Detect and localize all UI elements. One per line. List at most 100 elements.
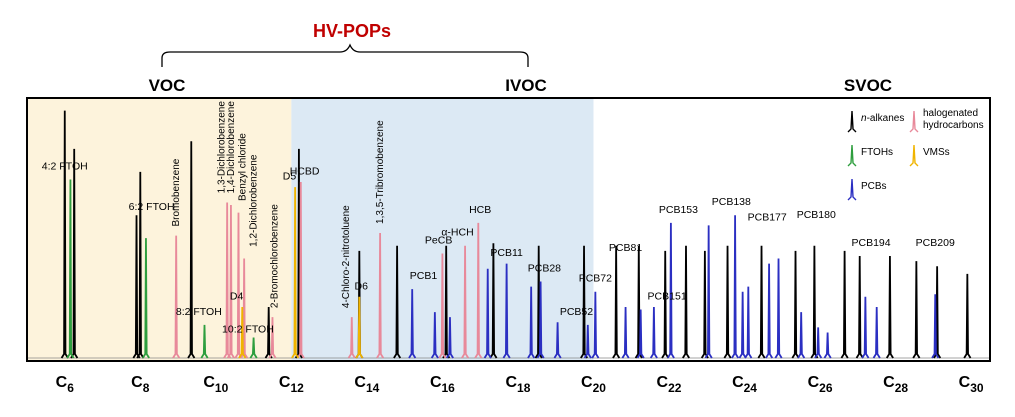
peak-halogenated [268,317,277,359]
peak-ftoh [141,238,150,359]
peak-label: PeCB [425,234,452,246]
peak-label: HCB [469,204,491,216]
peak-pcb [931,294,940,359]
peak-label: 4-Chloro-2-nitrotoluene [341,205,352,308]
peak-label: Bromobenzene [171,158,182,226]
x-tick-label: C28 [883,374,908,395]
peak-alkanes [963,273,972,359]
peak-halogenated [474,222,483,359]
peak-pcb [738,291,747,359]
peak-vms [238,306,247,359]
x-tick-label: C24 [732,374,757,395]
peak-alkanes [700,250,709,359]
peak-alkanes [661,250,670,359]
peak-label: PCB177 [748,211,787,223]
peak-vms [291,187,300,359]
peak-pcb [502,263,511,359]
peak-alkanes [840,250,849,359]
legend-label: halogenated hydrocarbons [923,108,984,131]
peak-label: PCB180 [797,209,836,221]
peak-pcb [774,258,783,359]
x-tick-label: C18 [505,374,530,395]
plot-frame [26,97,991,362]
group-title: HV-POPs [313,21,391,41]
peak-pcb [636,309,645,359]
peak-halogenated [347,317,356,359]
peak-label: Benzyl chloride [237,133,248,201]
peak-label: D4 [230,290,244,302]
region-backgrounds [27,98,594,361]
peak-label: 8:2 FTOH [176,306,222,318]
x-tick-label: C6 [56,374,75,395]
legend-label: n-alkanes [861,113,904,124]
peak-pcb [731,215,740,359]
peak-halogenated [461,245,470,359]
region-label-ivoc: IVOC [505,76,547,95]
x-tick-label: C8 [131,374,150,395]
peak-alkanes [912,261,921,359]
peak-label: PCB81 [609,242,642,254]
legend-label: FTOHs [861,147,893,158]
peak-pcb [704,225,713,359]
peak-halogenated [296,182,305,359]
region-label-voc: VOC [149,76,186,95]
peak-pcb [430,312,439,359]
x-axis: C6 C8 C10 C12 C14 C16 C18 C20 C22 C24 C26 C28 C30 [56,374,984,395]
legend-label: PCBs [861,181,887,192]
peak-pcb [553,322,562,359]
peak-alkanes [612,245,621,359]
peak-label: 4:2 FTOH [42,160,88,172]
legend-swatch [909,144,919,167]
peak-pcb [814,327,823,359]
peak-alkanes [855,255,864,359]
peak-ftoh [66,179,75,359]
peak-label: PCB11 [490,247,523,259]
peak-alkanes [60,110,69,359]
peak-label: PCB194 [851,237,890,249]
peak-label: 2-Bromochlorobenzene [269,204,280,308]
peak-pcb [483,268,492,359]
peak-alkanes [136,171,145,359]
peak-label: 10:2 FTOH [222,324,274,336]
peak-label: PCB1 [410,270,438,282]
peak-alkanes [810,245,819,359]
peak-alkanes [757,245,766,359]
peak-label: 6:2 FTOH [129,201,175,213]
x-tick-label: C26 [808,374,833,395]
peak-label: 1,2-Dichlorobenzene [249,154,260,247]
peak-label: PCB52 [560,306,593,318]
peak-halogenated [172,235,181,359]
peak-ftoh [200,324,209,359]
peak-label: PCB153 [659,204,698,216]
peak-pcb [408,289,417,359]
peak-pcb [872,306,881,359]
x-tick-label: C14 [354,374,379,395]
peak-alkanes [393,245,402,359]
x-tick-label: C30 [959,374,984,395]
peak-halogenated [226,204,235,359]
peak-alkanes [885,255,894,359]
peak-pcb [527,286,536,359]
region-label-svoc: SVOC [844,76,892,95]
peak-label: PCB28 [528,262,561,274]
peak-label: PCB151 [648,290,687,302]
peak-pcb [765,263,774,359]
peak-alkanes [723,245,732,359]
peak-label: 1,4-Dichlorobenzene [226,101,237,194]
peak-halogenated [240,258,249,359]
x-tick-label: C12 [279,374,304,395]
peak-pcb [797,312,806,359]
peak-alkanes [489,243,498,359]
peak-label: α-HCH [441,227,473,239]
peak-pcb [666,222,675,359]
peak-pcb [744,286,753,359]
x-tick-label: C16 [430,374,455,395]
peak-label: PCB209 [916,237,955,249]
peak-pcb [823,332,832,359]
peak-label: HCBD [290,166,320,178]
peak-label: PCB72 [579,273,612,285]
x-tick-label: C20 [581,374,606,395]
